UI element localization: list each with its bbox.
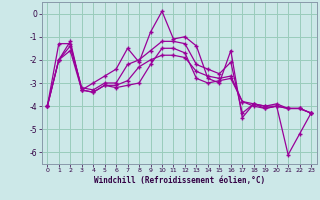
X-axis label: Windchill (Refroidissement éolien,°C): Windchill (Refroidissement éolien,°C) xyxy=(94,176,265,185)
